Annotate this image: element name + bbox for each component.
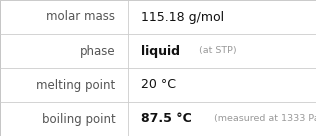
Text: melting point: melting point [36, 78, 115, 92]
Text: boiling point: boiling point [42, 112, 115, 126]
Text: 87.5 °C: 87.5 °C [141, 112, 191, 126]
Text: phase: phase [80, 44, 115, 58]
Text: (measured at 1333 Pa): (measured at 1333 Pa) [214, 115, 316, 123]
Text: 20 °C: 20 °C [141, 78, 176, 92]
Text: liquid: liquid [141, 44, 179, 58]
Text: 115.18 g/mol: 115.18 g/mol [141, 10, 224, 24]
Text: molar mass: molar mass [46, 10, 115, 24]
Text: (at STP): (at STP) [199, 47, 236, 55]
